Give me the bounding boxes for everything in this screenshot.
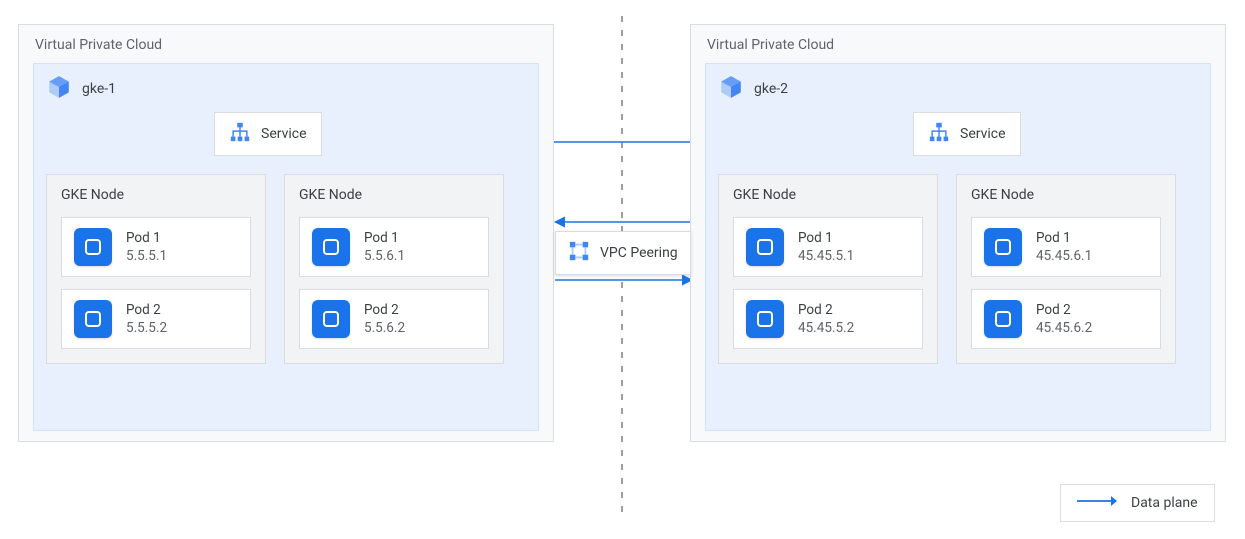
service-box-right: Service [913,112,1021,156]
pod-name: Pod 1 [1036,229,1092,247]
gke-cluster-left: gke-1 Service GKE Node Pod 1 5.5. [33,63,539,431]
legend-arrow-icon [1077,495,1117,511]
pod-name: Pod 1 [364,229,405,247]
pod-name: Pod 2 [126,301,167,319]
nodes-row: GKE Node Pod 1 45.45.5.1 Pod 2 45.45.5.2 [718,174,1198,364]
gke-cluster-name: gke-1 [82,81,116,97]
gke-cluster-name: gke-2 [754,81,788,97]
container-icon [984,300,1022,338]
vpc-peering-box: VPC Peering [555,231,691,275]
node-title: GKE Node [971,187,1161,203]
gke-node: GKE Node Pod 1 45.45.5.1 Pod 2 45.45.5.2 [718,174,938,364]
gke-node: GKE Node Pod 1 5.5.5.1 Pod 2 5.5.5.2 [46,174,266,364]
gke-cube-icon [718,74,744,104]
legend-box: Data plane [1060,484,1215,522]
gke-header: gke-2 [718,74,1198,104]
pod-card: Pod 1 45.45.5.1 [733,217,923,277]
container-icon [74,300,112,338]
container-icon [312,300,350,338]
pod-ip: 45.45.6.1 [1036,247,1092,265]
pod-name: Pod 1 [126,229,167,247]
pod-card: Pod 1 5.5.5.1 [61,217,251,277]
vpc-box-right: Virtual Private Cloud gke-2 Service GKE … [690,24,1226,442]
pod-ip: 45.45.6.2 [1036,319,1092,337]
vpc-peering-icon [568,240,590,266]
container-icon [746,300,784,338]
legend-label: Data plane [1131,495,1198,511]
load-balancer-icon [229,121,251,147]
service-label: Service [261,126,307,142]
pod-card: Pod 2 5.5.6.2 [299,289,489,349]
pod-card: Pod 1 5.5.6.1 [299,217,489,277]
node-title: GKE Node [733,187,923,203]
pod-card: Pod 1 45.45.6.1 [971,217,1161,277]
node-title: GKE Node [61,187,251,203]
pod-ip: 5.5.6.2 [364,319,405,337]
gke-node: GKE Node Pod 1 5.5.6.1 Pod 2 5.5.6.2 [284,174,504,364]
pod-ip: 5.5.6.1 [364,247,405,265]
container-icon [746,228,784,266]
pod-name: Pod 2 [798,301,854,319]
pod-ip: 45.45.5.2 [798,319,854,337]
vpc-box-left: Virtual Private Cloud gke-1 Service GKE … [18,24,554,442]
service-label: Service [960,126,1006,142]
container-icon [312,228,350,266]
node-title: GKE Node [299,187,489,203]
container-icon [74,228,112,266]
gke-header: gke-1 [46,74,526,104]
diagram-canvas: Virtual Private Cloud gke-1 Service GKE … [0,0,1245,539]
pod-ip: 5.5.5.2 [126,319,167,337]
gke-cluster-right: gke-2 Service GKE Node Pod 1 45.45.5.1 [705,63,1211,431]
pod-card: Pod 2 5.5.5.2 [61,289,251,349]
pod-name: Pod 2 [1036,301,1092,319]
nodes-row: GKE Node Pod 1 5.5.5.1 Pod 2 5.5.5.2 [46,174,526,364]
pod-card: Pod 2 45.45.6.2 [971,289,1161,349]
vpc-peering-label: VPC Peering [600,245,678,261]
vpc-title: Virtual Private Cloud [35,37,539,53]
load-balancer-icon [928,121,950,147]
service-box-left: Service [214,112,322,156]
pod-ip: 5.5.5.1 [126,247,167,265]
pod-ip: 45.45.5.1 [798,247,854,265]
pod-name: Pod 1 [798,229,854,247]
pod-name: Pod 2 [364,301,405,319]
vpc-title: Virtual Private Cloud [707,37,1211,53]
gke-cube-icon [46,74,72,104]
pod-card: Pod 2 45.45.5.2 [733,289,923,349]
gke-node: GKE Node Pod 1 45.45.6.1 Pod 2 45.45.6.2 [956,174,1176,364]
container-icon [984,228,1022,266]
